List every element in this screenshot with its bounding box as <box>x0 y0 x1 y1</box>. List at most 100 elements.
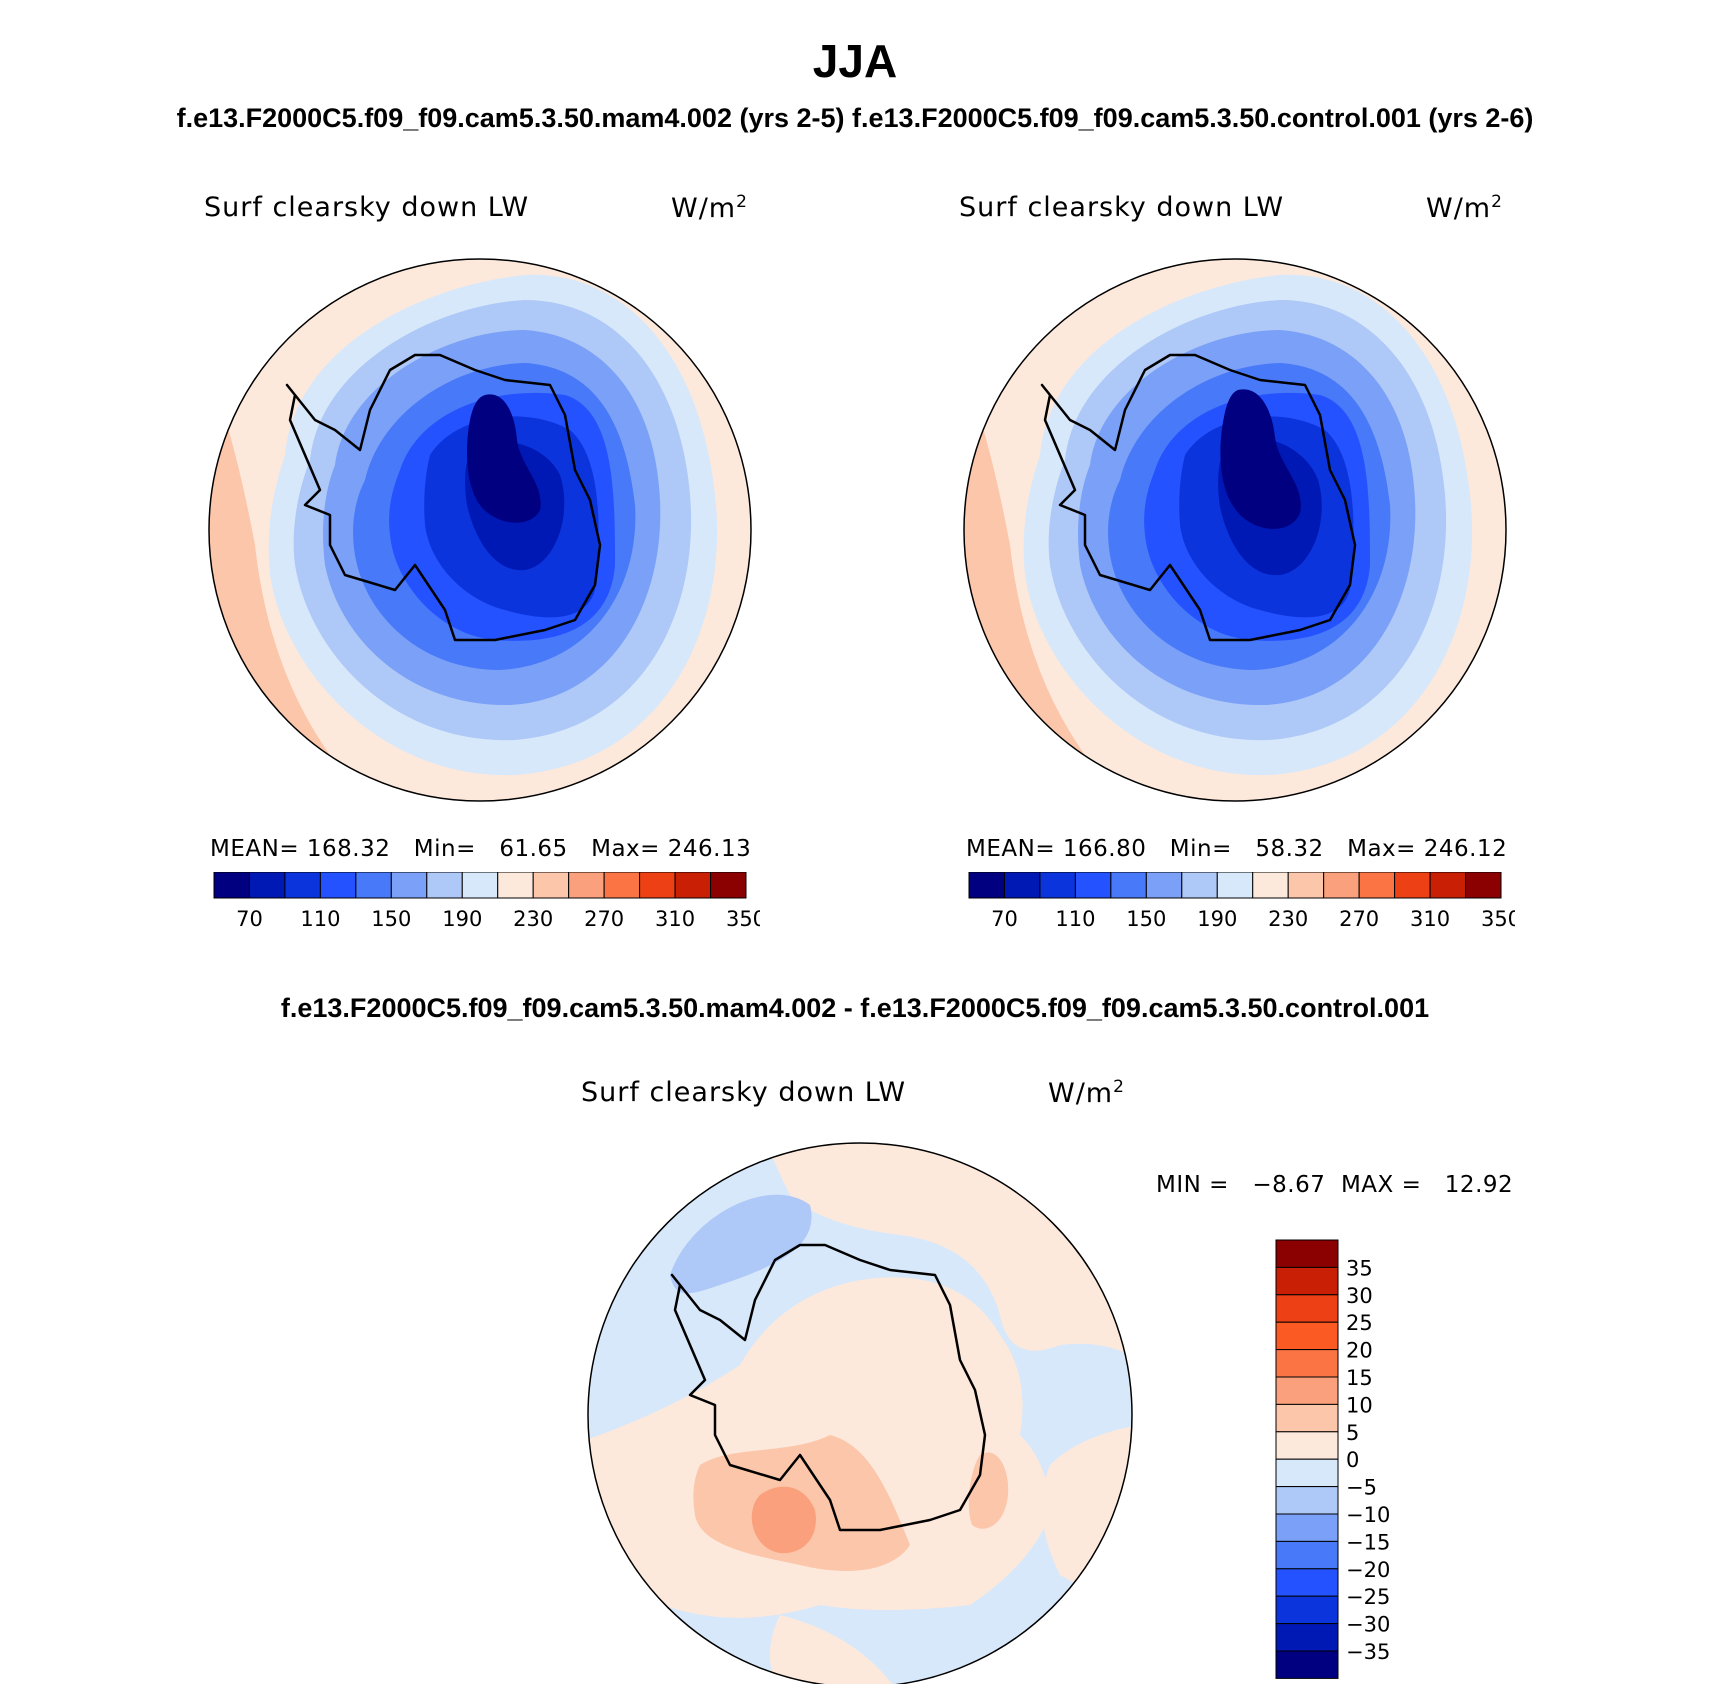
panel2-unit: W/m2 <box>1426 192 1503 224</box>
colorbar-swatch <box>1216 872 1254 899</box>
colorbar-swatch <box>603 872 641 899</box>
colorbar-swatch <box>1275 1349 1339 1378</box>
colorbar-swatch <box>1074 872 1112 899</box>
figure-subtitle: f.e13.F2000C5.f09_f09.cam5.3.50.mam4.002… <box>0 103 1710 134</box>
colorbar-swatch <box>1145 872 1183 899</box>
colorbar-swatch <box>1275 1513 1339 1542</box>
colorbar-swatch <box>1039 872 1076 899</box>
colorbar-swatch <box>1275 1321 1339 1351</box>
colorbar-label: 150 <box>1126 907 1166 931</box>
panel2-map <box>963 258 1507 802</box>
colorbar-swatch <box>1275 1403 1339 1433</box>
panel2-title: Surf clearsky down LW <box>959 192 1285 223</box>
colorbar-label: 310 <box>1410 907 1450 931</box>
colorbar-swatch <box>1394 872 1431 899</box>
colorbar-label: 310 <box>655 907 695 931</box>
colorbar-label: 350 <box>726 907 760 931</box>
colorbar-swatch <box>248 872 286 899</box>
cool-anomaly <box>670 1194 812 1294</box>
colorbar-label: 70 <box>236 907 263 931</box>
colorbar-swatch <box>1275 1431 1339 1460</box>
colorbar-swatch <box>532 872 570 899</box>
colorbar-swatch <box>1323 872 1360 899</box>
colorbar-swatch <box>1465 872 1502 899</box>
colorbar-swatch <box>710 872 747 899</box>
difference-title: f.e13.F2000C5.f09_f09.cam5.3.50.mam4.002… <box>280 993 1430 1023</box>
colorbar-swatch <box>674 872 712 899</box>
colorbar-swatch <box>213 872 250 899</box>
colorbar-label: −20 <box>1346 1558 1390 1582</box>
colorbar-label: 110 <box>1055 907 1095 931</box>
colorbar-swatch <box>968 872 1005 899</box>
subtitle-right: f.e13.F2000C5.f09_f09.cam5.3.50.control.… <box>852 103 1534 133</box>
colorbar-swatch <box>1275 1623 1339 1652</box>
colorbar-label: 25 <box>1346 1311 1373 1335</box>
colorbar-label: 20 <box>1346 1339 1373 1363</box>
diff-panel-unit: W/m2 <box>1048 1077 1125 1109</box>
colorbar-label: 10 <box>1346 1393 1373 1417</box>
colorbar-swatch <box>284 872 321 899</box>
diff-stats: MIN = −8.67 MAX = 12.92 <box>1156 1172 1514 1198</box>
colorbar-swatch <box>1275 1266 1339 1296</box>
colorbar-swatch <box>1275 1650 1339 1679</box>
panel1-colorbar: 70 110 150 190 230 270 310 350 <box>213 872 760 931</box>
colorbar-swatch <box>426 872 463 899</box>
colorbar-label: 230 <box>513 907 553 931</box>
panel1-title: Surf clearsky down LW <box>204 192 530 223</box>
colorbar-swatch <box>1358 872 1396 899</box>
figure-title: JJA <box>812 35 898 87</box>
panel2-colorbar: 70 110 150 190 230 270 310 350 <box>968 872 1515 931</box>
colorbar-swatch <box>1003 872 1041 899</box>
colorbar-label: 110 <box>300 907 340 931</box>
colorbar-label: −25 <box>1346 1585 1390 1609</box>
colorbar-label: 270 <box>1339 907 1379 931</box>
colorbar-label: −35 <box>1346 1640 1390 1664</box>
colorbar-label: 30 <box>1346 1284 1373 1308</box>
colorbar-label: 150 <box>371 907 411 931</box>
colorbar-swatch <box>639 872 676 899</box>
colorbar-swatch <box>1181 872 1218 899</box>
colorbar-label: 35 <box>1346 1256 1373 1280</box>
colorbar-swatch <box>461 872 499 899</box>
panel1-stats: MEAN= 168.32 Min= 61.65 Max= 246.13 <box>210 836 752 862</box>
difference-map <box>587 1142 1133 1684</box>
subtitle-left: f.e13.F2000C5.f09_f09.cam5.3.50.mam4.002… <box>176 103 845 133</box>
colorbar-swatch <box>1275 1458 1339 1488</box>
map-border <box>208 258 752 802</box>
colorbar-swatch <box>497 872 534 899</box>
colorbar-swatch <box>1287 872 1325 899</box>
colorbar-swatch <box>1275 1540 1339 1570</box>
colorbar-swatch <box>568 872 605 899</box>
colorbar-swatch <box>1275 1595 1339 1625</box>
colorbar-swatch <box>1429 872 1467 899</box>
colorbar-label: 350 <box>1481 907 1515 931</box>
colorbar-label: 270 <box>584 907 624 931</box>
colorbar-label: −30 <box>1346 1613 1390 1637</box>
colorbar-label: 230 <box>1268 907 1308 931</box>
colorbar-swatch <box>1275 1376 1339 1405</box>
panel2-stats: MEAN= 166.80 Min= 58.32 Max= 246.12 <box>966 836 1508 862</box>
colorbar-label: 190 <box>1197 907 1237 931</box>
colorbar-swatch <box>355 872 392 899</box>
diff-panel-title: Surf clearsky down LW <box>581 1077 907 1108</box>
colorbar-label: −10 <box>1346 1503 1390 1527</box>
colorbar-label: 0 <box>1346 1448 1359 1472</box>
colorbar-swatch <box>1110 872 1147 899</box>
diff-colorbar: 35 30 25 20 15 10 5 0 −5 −10 −15 −20 −25 −30 −35 <box>1275 1239 1390 1679</box>
colorbar-label: −15 <box>1346 1530 1390 1554</box>
colorbar-swatch <box>1275 1239 1339 1268</box>
colorbar-label: 190 <box>442 907 482 931</box>
colorbar-label: 15 <box>1346 1366 1373 1390</box>
colorbar-swatch <box>1275 1294 1339 1323</box>
coastline <box>285 353 602 642</box>
colorbar-label: 70 <box>991 907 1018 931</box>
colorbar-swatch <box>1252 872 1289 899</box>
colorbar-swatch <box>319 872 357 899</box>
colorbar-swatch <box>1275 1486 1339 1515</box>
colorbar-swatch <box>390 872 428 899</box>
colorbar-swatch <box>1275 1568 1339 1597</box>
panel1-unit: W/m2 <box>671 192 748 224</box>
colorbar-label: −5 <box>1346 1476 1377 1500</box>
panel1-map <box>208 258 752 802</box>
colorbar-label: 5 <box>1346 1421 1359 1445</box>
